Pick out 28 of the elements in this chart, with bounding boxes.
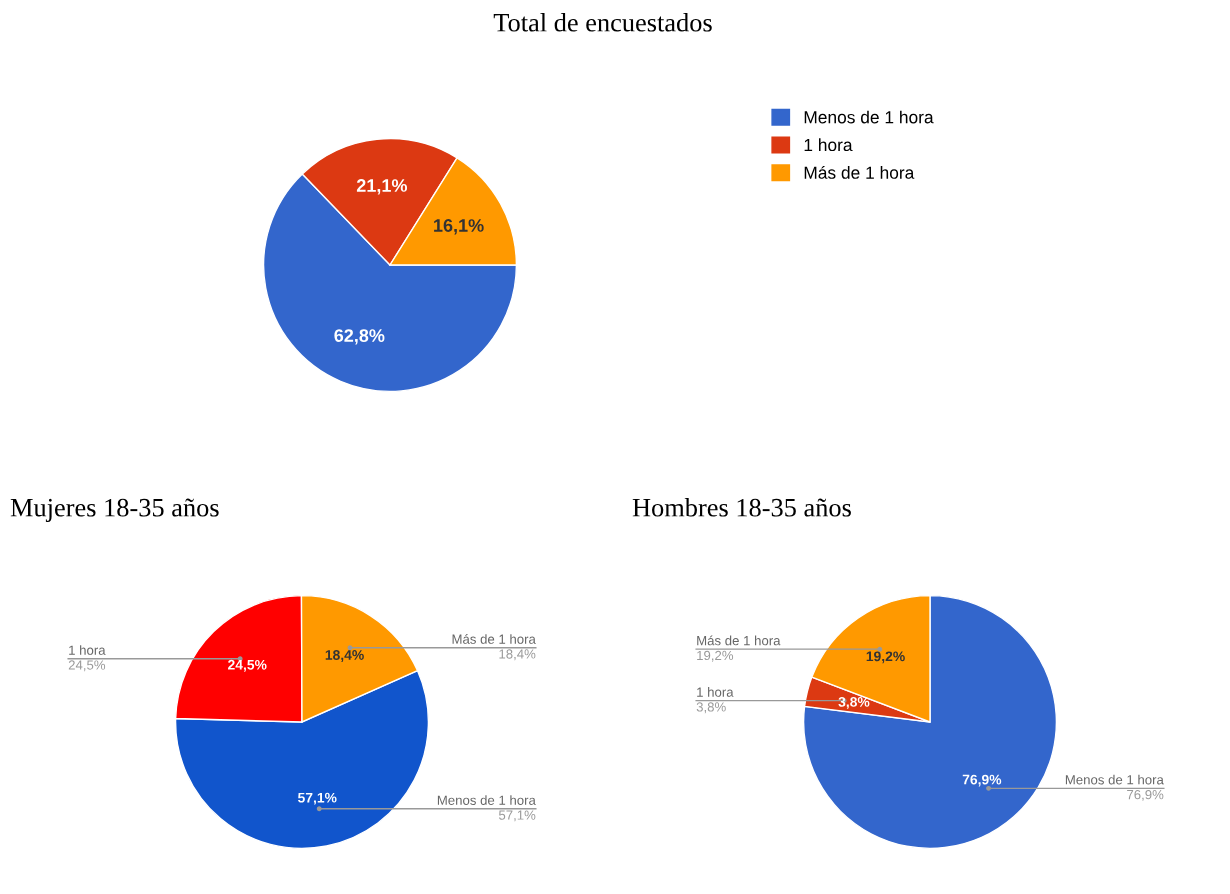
text: 24,5% bbox=[68, 660, 106, 672]
data-label: 24,5% bbox=[228, 659, 267, 672]
chart-title: Total de encuestados bbox=[493, 13, 712, 32]
data-label: 57,1% bbox=[297, 792, 337, 805]
text: 19,2% bbox=[697, 650, 734, 662]
data-label: 62,8% bbox=[334, 329, 385, 345]
pie-slice bbox=[802, 594, 1058, 850]
text: 57,1% bbox=[498, 810, 536, 822]
data-label: 76,9% bbox=[962, 774, 1002, 787]
slice-label: Menos de 1 hora bbox=[437, 795, 536, 805]
slice-label: Más de 1 hora bbox=[697, 635, 781, 646]
chart-title: Hombres 18-35 años bbox=[632, 498, 851, 517]
slice-label: 1 hora bbox=[697, 687, 734, 697]
legend-label: Más de 1 hora bbox=[804, 165, 915, 179]
slice-label: 1 hora bbox=[69, 645, 106, 655]
data-label: 21,1% bbox=[356, 179, 408, 195]
chart-title: Mujeres 18-35 años bbox=[10, 498, 219, 522]
slice-label: Menos de 1 hora bbox=[1065, 774, 1164, 785]
data-label: 19,2% bbox=[866, 651, 905, 664]
data-label: 3,8% bbox=[838, 696, 870, 709]
legend-label: 1 hora bbox=[804, 138, 853, 152]
text: 76,9% bbox=[1127, 789, 1164, 801]
text: 3,8% bbox=[696, 702, 726, 714]
text: 18,4% bbox=[499, 649, 536, 661]
data-label: 16,1% bbox=[434, 219, 484, 235]
slice-label: Más de 1 hora bbox=[452, 633, 536, 644]
legend-label: Menos de 1 hora bbox=[804, 110, 934, 124]
data-label: 18,4% bbox=[325, 650, 364, 662]
